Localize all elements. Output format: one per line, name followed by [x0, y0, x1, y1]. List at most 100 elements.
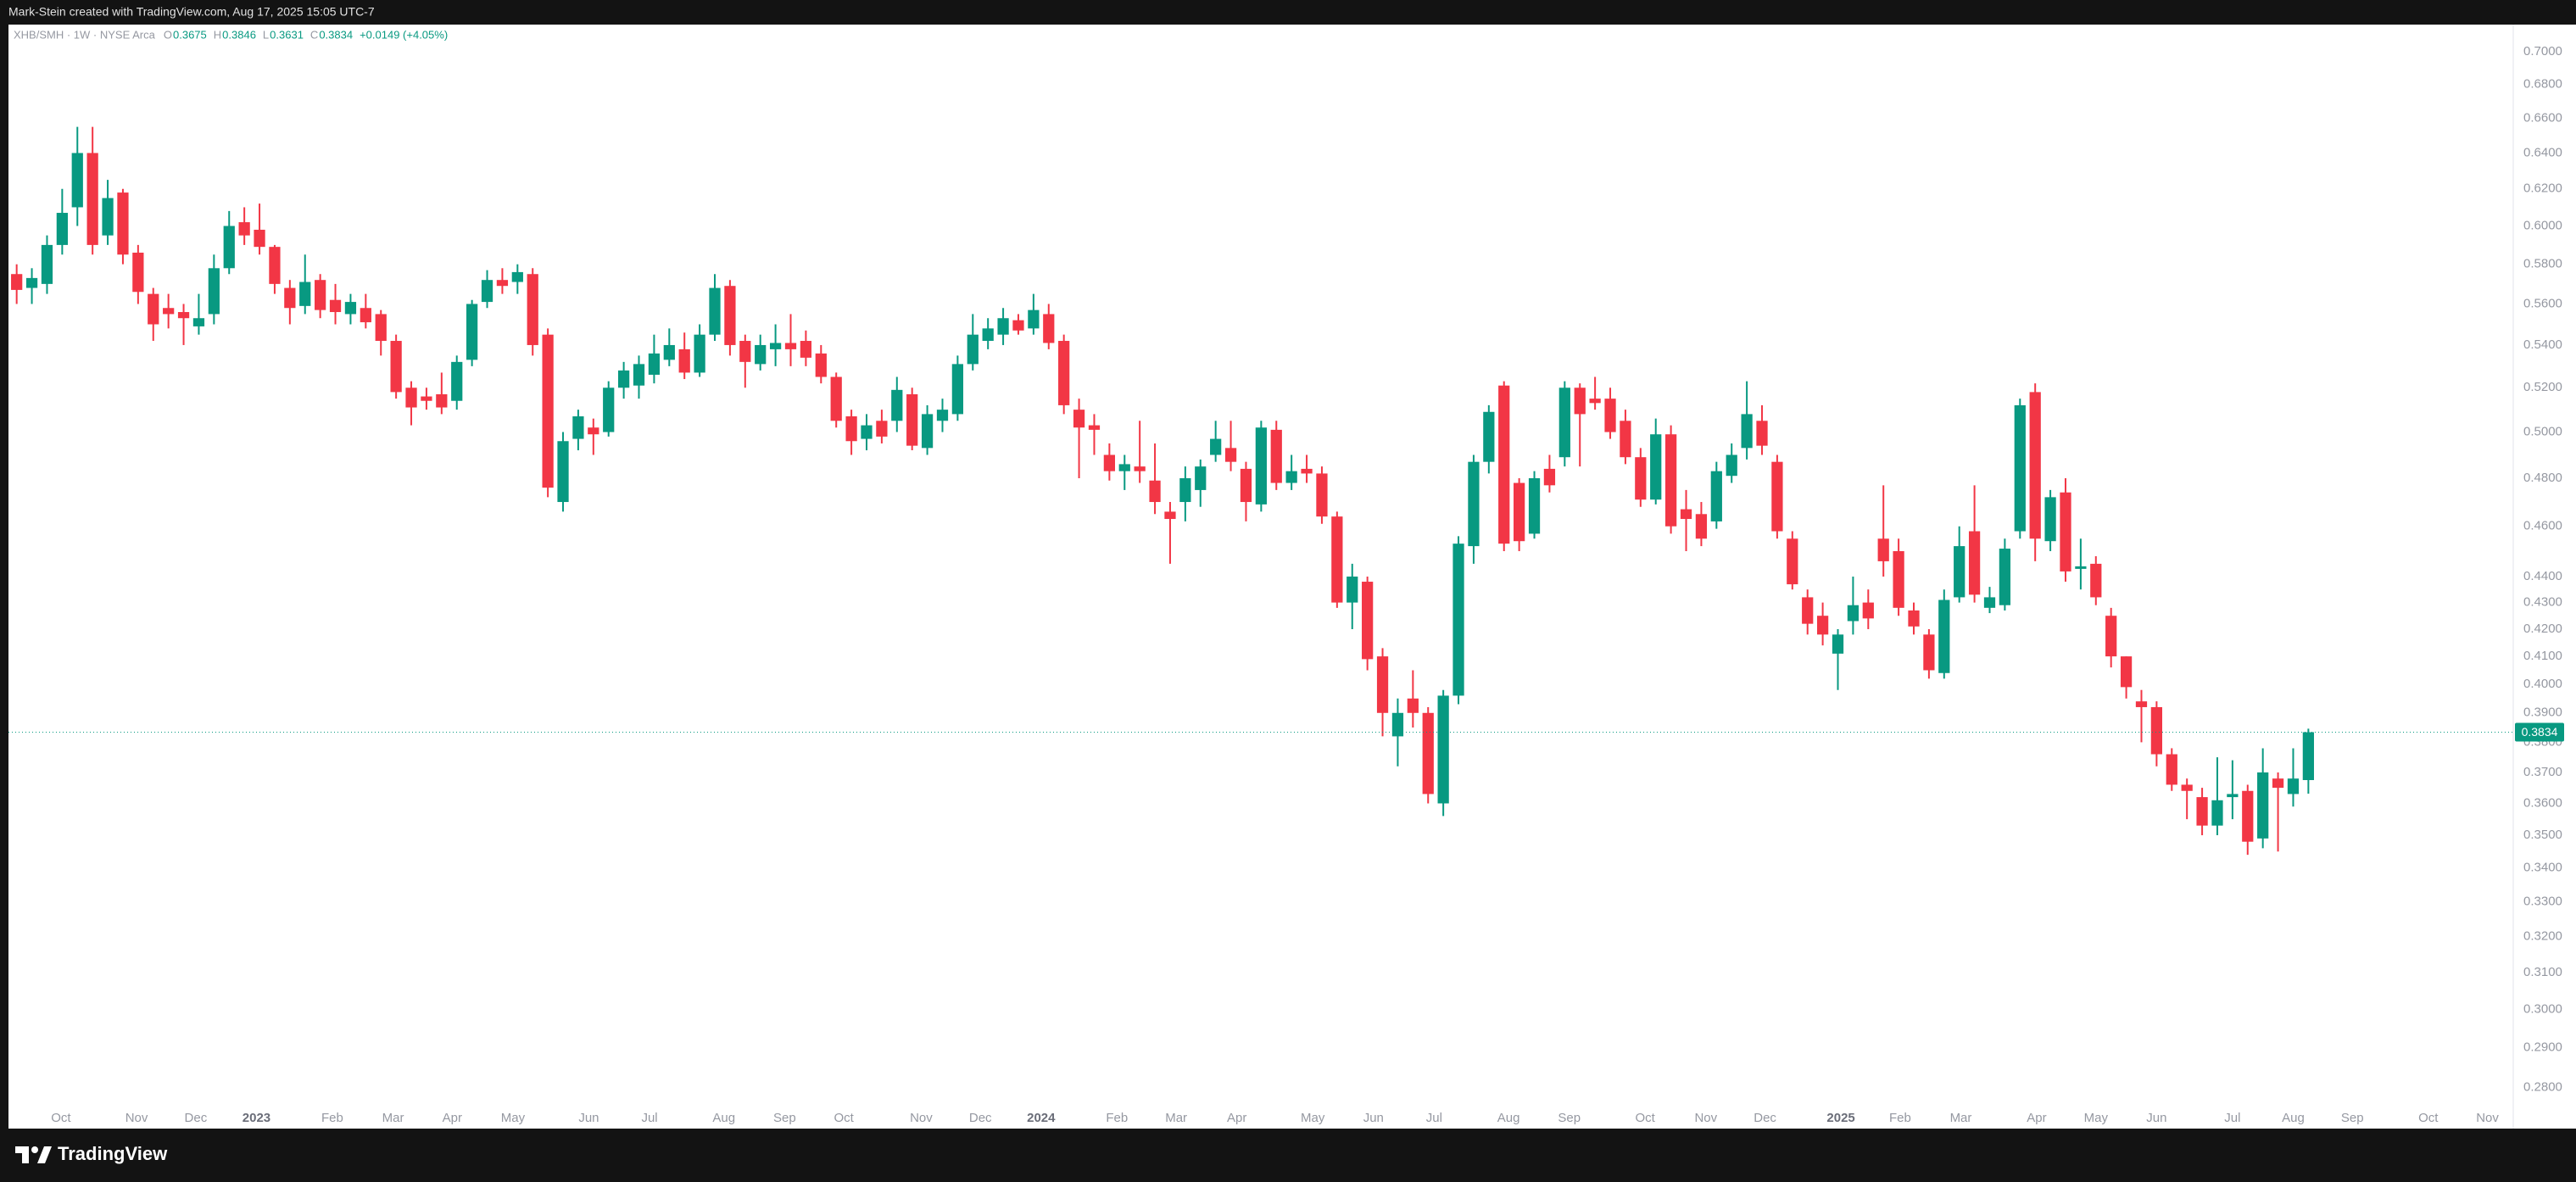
- candle-body: [1802, 597, 1814, 624]
- candle-body: [2242, 790, 2254, 842]
- candle-body: [1012, 320, 1024, 331]
- candle-body: [921, 414, 934, 449]
- y-tick-label: 0.5600: [2523, 296, 2562, 310]
- candle-body: [2302, 732, 2314, 780]
- candle-body: [815, 353, 827, 377]
- legend-value: 0.3846: [222, 28, 256, 41]
- x-tick-label: Mar: [1165, 1111, 1187, 1125]
- candle-body: [41, 244, 53, 284]
- candle-body: [1316, 473, 1328, 517]
- candle-body: [344, 302, 357, 315]
- last-price-tag: [2515, 722, 2564, 742]
- candles: [11, 126, 2314, 856]
- candle-body: [2014, 404, 2026, 532]
- candle-body: [254, 229, 265, 248]
- candle-body: [71, 153, 83, 208]
- candle-body: [2090, 563, 2102, 598]
- y-tick-label: 0.3900: [2523, 705, 2562, 720]
- candle-body: [1893, 551, 1904, 608]
- candle-body: [769, 343, 782, 349]
- candle-body: [1103, 454, 1115, 471]
- candle-body: [390, 341, 402, 393]
- candle-body: [861, 425, 873, 439]
- candle-body: [1877, 538, 1889, 561]
- candle-body: [1756, 421, 1768, 446]
- x-tick-label: Jun: [578, 1111, 599, 1125]
- candle-body: [511, 271, 523, 282]
- candle-body: [11, 274, 23, 290]
- x-tick-label: Dec: [969, 1111, 992, 1125]
- candle-body: [663, 344, 675, 360]
- candle-body: [132, 252, 144, 293]
- candle-body: [1771, 461, 1783, 532]
- candle-body: [1058, 341, 1070, 405]
- candle-body: [1164, 511, 1176, 520]
- candle-body: [2196, 797, 2208, 826]
- candle-body: [117, 192, 129, 255]
- x-tick-label: Jun: [1363, 1111, 1384, 1125]
- candle-body: [269, 247, 281, 284]
- candle-body: [102, 198, 114, 236]
- candle-body: [557, 441, 569, 503]
- candle-body: [208, 268, 220, 315]
- candle-body: [1437, 695, 1449, 804]
- logo-part: [31, 1146, 38, 1153]
- candle-body: [1043, 314, 1055, 343]
- candle-body: [451, 361, 463, 401]
- y-tick-label: 0.2900: [2523, 1040, 2562, 1055]
- candle-body: [148, 293, 159, 325]
- candle-body: [86, 153, 98, 245]
- candle-body: [299, 282, 311, 306]
- y-tick-label: 0.2800: [2523, 1079, 2562, 1094]
- candle-body: [694, 334, 705, 373]
- y-tick-label: 0.3200: [2523, 928, 2562, 943]
- candle-body: [1847, 605, 1860, 622]
- y-tick-label: 0.4600: [2523, 519, 2562, 533]
- x-tick-label: Apr: [2027, 1111, 2046, 1125]
- candle-body: [1923, 634, 1935, 671]
- candle-body: [1635, 457, 1647, 500]
- candle-body: [2272, 778, 2284, 789]
- candle-body: [2166, 754, 2177, 785]
- brand-logo: [15, 1146, 52, 1163]
- x-tick-label: Oct: [1636, 1111, 1656, 1125]
- candle-body: [1954, 546, 1965, 598]
- x-tick-label: May: [1301, 1111, 1325, 1125]
- candle-body: [1604, 399, 1616, 432]
- candle-body: [648, 353, 661, 375]
- candle-body: [1301, 468, 1313, 474]
- candle-body: [1285, 471, 1297, 483]
- x-tick-label: May: [501, 1111, 526, 1125]
- candle-body: [375, 314, 387, 342]
- candle-body: [678, 348, 690, 373]
- candle-body: [527, 274, 538, 345]
- y-tick-label: 0.4200: [2523, 622, 2562, 636]
- candle-body: [2029, 392, 2041, 539]
- candle-body: [1362, 582, 1374, 660]
- y-tick-label: 0.4300: [2523, 595, 2562, 610]
- candle-body: [1862, 602, 1874, 619]
- candle-body: [1908, 610, 1920, 627]
- candle-body: [1589, 399, 1601, 404]
- candle-body: [329, 299, 342, 313]
- y-tick-label: 0.6400: [2523, 145, 2562, 159]
- candle-body: [739, 341, 751, 362]
- candle-body: [192, 318, 205, 326]
- x-tick-label: Sep: [2341, 1111, 2364, 1125]
- candle-body: [1149, 480, 1161, 503]
- candle-body: [936, 410, 949, 421]
- legend-value: 0.3675: [173, 28, 207, 41]
- candle-body: [891, 389, 903, 421]
- y-tick-label: 0.4800: [2523, 471, 2562, 485]
- candle-body: [1816, 616, 1829, 635]
- y-tick-label: 0.6800: [2523, 77, 2562, 92]
- x-tick-label: Aug: [2282, 1111, 2305, 1125]
- candle-body: [830, 376, 842, 421]
- y-tick-label: 0.3400: [2523, 861, 2562, 875]
- x-tick-label: 2024: [1027, 1111, 1056, 1125]
- x-tick-label: Feb: [1889, 1111, 1911, 1125]
- candle-body: [1726, 454, 1737, 477]
- candle-body: [1270, 429, 1282, 483]
- candle-body: [2075, 566, 2087, 569]
